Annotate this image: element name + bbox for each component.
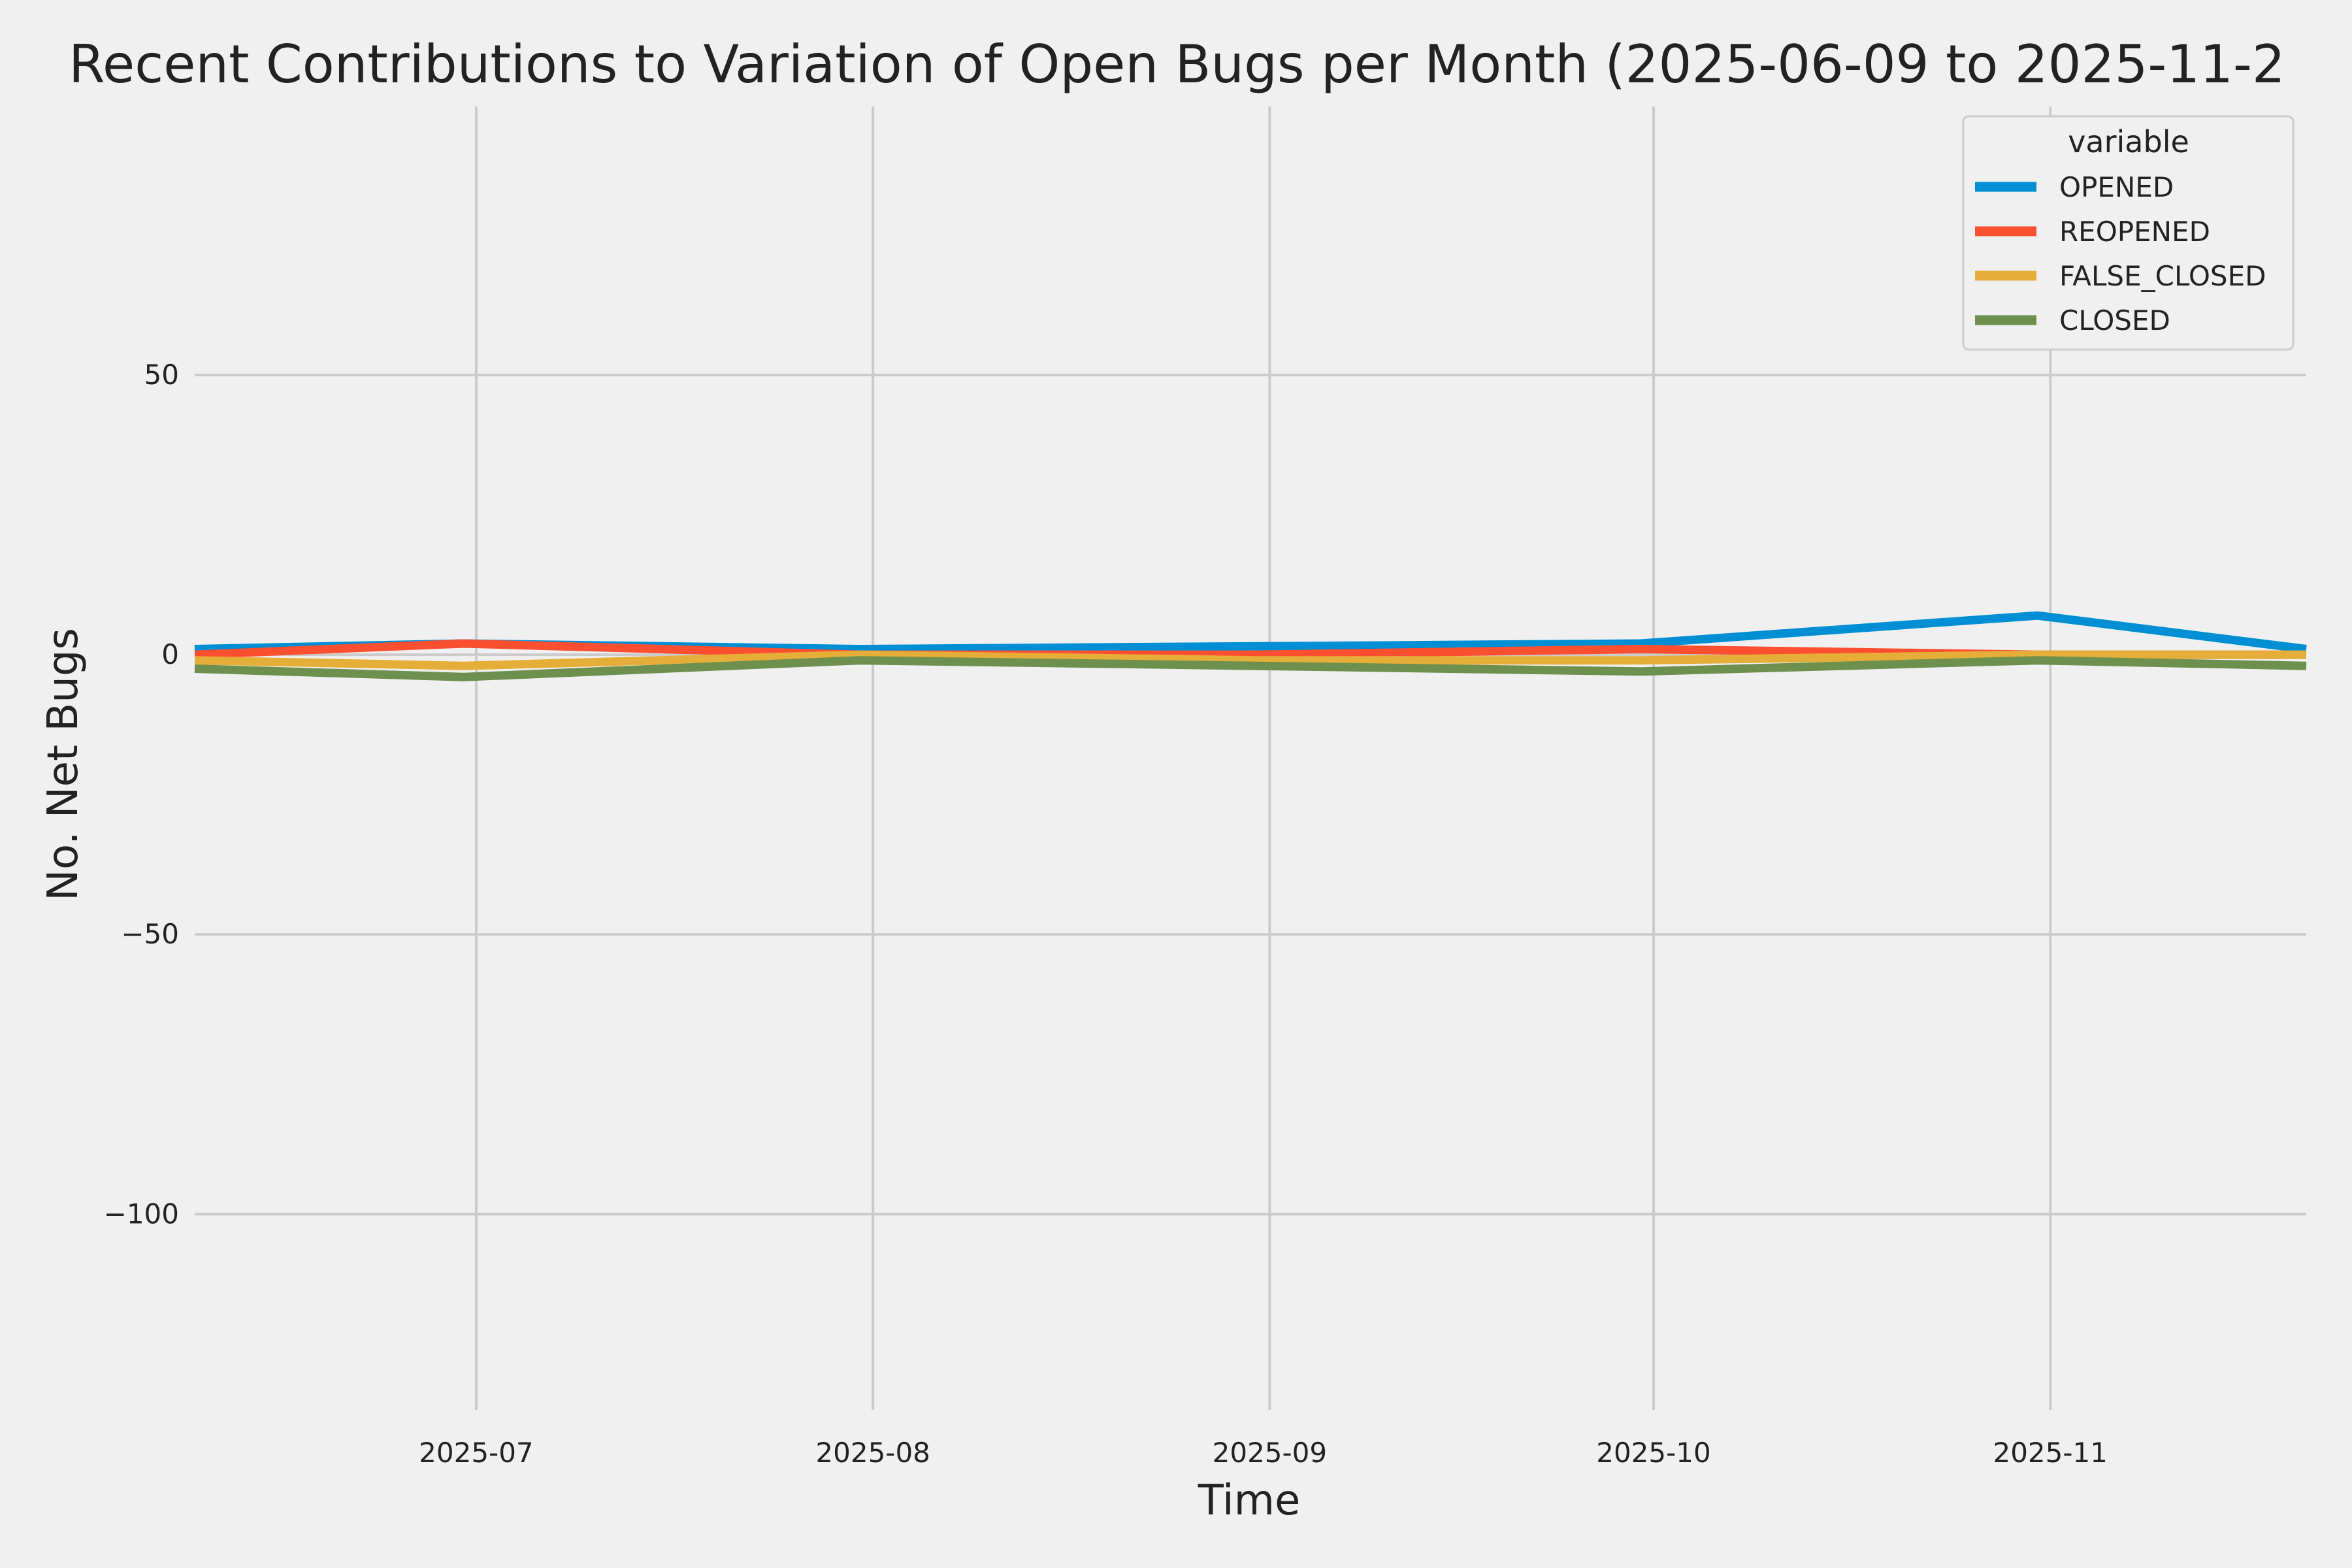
legend: variable OPENED REOPENED FALSE_CLOSED CLOSE…	[1962, 115, 2295, 351]
legend-items: OPENED REOPENED FALSE_CLOSED CLOSED	[1975, 171, 2266, 336]
legend-label: FALSE_CLOSED	[2059, 260, 2266, 292]
y-axis-label: No. Net Bugs	[39, 628, 88, 901]
legend-label: REOPENED	[2059, 216, 2210, 248]
y-tick-label: −100	[104, 1198, 179, 1230]
series-line-false-closed	[194, 650, 2306, 670]
x-tick-label: 2025-11	[1993, 1437, 2108, 1469]
y-tick-label: 0	[161, 638, 179, 670]
series-lines	[194, 611, 2307, 681]
y-tick-label: 50	[144, 359, 179, 391]
plot-area	[195, 106, 2306, 1410]
y-axis-ticks: 50 0 −50 −100	[104, 359, 179, 1230]
legend-label: OPENED	[2059, 171, 2174, 203]
x-tick-label: 2025-09	[1213, 1437, 1328, 1469]
chart-title: Recent Contributions to Variation of Ope…	[69, 34, 2285, 95]
x-axis-label: Time	[1198, 1477, 1301, 1525]
series-line-closed	[194, 656, 2307, 681]
legend-box	[1962, 115, 2295, 351]
y-tick-label: −50	[121, 918, 179, 950]
x-axis-ticks: 2025-07 2025-08 2025-09 2025-10 2025-11	[419, 1437, 2108, 1469]
legend-title: variable	[2068, 124, 2189, 159]
x-tick-label: 2025-07	[419, 1437, 534, 1469]
legend-label: CLOSED	[2059, 304, 2170, 336]
x-tick-label: 2025-08	[815, 1437, 930, 1469]
x-tick-label: 2025-10	[1596, 1437, 1711, 1469]
